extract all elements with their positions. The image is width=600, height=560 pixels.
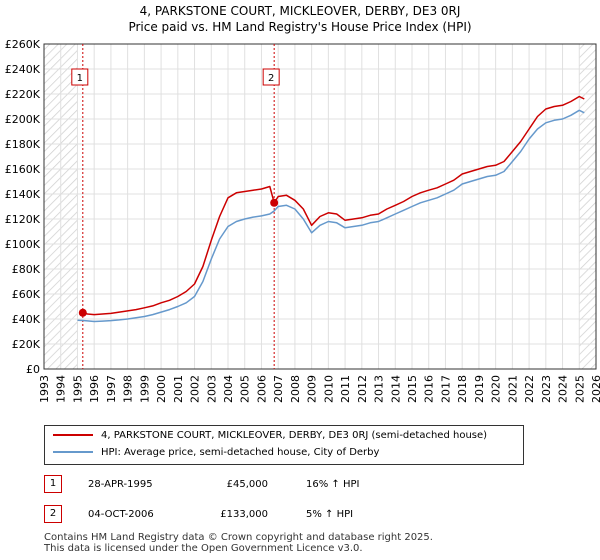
y-tick-label: £140K <box>5 188 41 201</box>
x-tick-label: 2018 <box>456 375 469 403</box>
y-tick-label: £40K <box>12 313 41 326</box>
x-tick-label: 2003 <box>205 375 218 403</box>
sale-date: 04-OCT-2006 <box>88 509 154 520</box>
x-tick-label: 2023 <box>540 375 553 403</box>
x-tick-label: 2005 <box>239 375 252 403</box>
x-tick-label: 2015 <box>406 375 419 403</box>
x-tick-label: 2022 <box>523 375 536 403</box>
sale-price: £45,000 <box>226 479 268 490</box>
sale-point <box>270 198 279 207</box>
x-tick-label: 1998 <box>122 375 135 403</box>
x-tick-label: 2024 <box>557 375 570 403</box>
plot-frame <box>43 43 597 370</box>
x-tick-label: 2025 <box>573 375 586 403</box>
x-tick-label: 2000 <box>155 375 168 403</box>
sale-hpi-diff: 5% ↑ HPI <box>306 509 354 520</box>
y-tick-label: £240K <box>5 63 41 76</box>
y-tick-label: £20K <box>12 338 41 351</box>
hatched-region <box>579 44 596 369</box>
y-tick-label: £80K <box>12 263 41 276</box>
legend-label-property: 4, PARKSTONE COURT, MICKLEOVER, DERBY, D… <box>101 430 488 441</box>
sale-row-2: 2 04-OCT-2006 £133,000 5% ↑ HPI <box>44 505 444 523</box>
x-tick-label: 2026 <box>590 375 600 403</box>
footer-line2: This data is licensed under the Open Gov… <box>44 543 363 554</box>
sale-badge-label: 2 <box>268 73 274 84</box>
x-tick-label: 2009 <box>306 375 319 403</box>
chart-title-line2: Price paid vs. HM Land Registry's House … <box>128 20 472 34</box>
series-line <box>82 95 585 316</box>
legend-label-hpi: HPI: Average price, semi-detached house,… <box>101 447 380 458</box>
x-tick-label: 2016 <box>423 375 436 403</box>
x-tick-label: 2013 <box>373 375 386 403</box>
x-tick-label: 1997 <box>105 375 118 403</box>
x-tick-label: 2019 <box>473 375 486 403</box>
footer: Contains HM Land Registry data © Crown c… <box>44 532 433 554</box>
sale-badge: 2 <box>44 505 62 523</box>
x-tick-label: 2020 <box>490 375 503 403</box>
sale-row-1: 1 28-APR-1995 £45,000 16% ↑ HPI <box>44 475 444 493</box>
x-tick-label: 2002 <box>189 375 202 403</box>
y-tick-label: £120K <box>5 213 41 226</box>
x-tick-label: 1994 <box>55 375 68 403</box>
x-tick-label: 2017 <box>439 375 452 403</box>
sale-date: 28-APR-1995 <box>88 479 153 490</box>
y-tick-label: £220K <box>5 88 41 101</box>
x-tick-label: 2011 <box>339 375 352 403</box>
legend-item-property: 4, PARKSTONE COURT, MICKLEOVER, DERBY, D… <box>53 428 487 444</box>
legend-item-hpi: HPI: Average price, semi-detached house,… <box>53 445 379 461</box>
y-tick-label: £0 <box>26 363 40 376</box>
x-tick-label: 1996 <box>88 375 101 403</box>
price-chart: £0 £20K £40K £60K £80K £100K £120K £140K £160K £1… <box>5 38 600 403</box>
sale-badge-box <box>262 68 280 86</box>
sale-point <box>78 308 87 317</box>
y-tick-label: £100K <box>5 238 41 251</box>
x-tick-label: 1999 <box>138 375 151 403</box>
y-tick-label: £60K <box>12 288 41 301</box>
sale-badge: 1 <box>44 475 62 493</box>
x-tick-label: 1993 <box>38 375 51 403</box>
x-tick-label: 2012 <box>356 375 369 403</box>
sale-price: £133,000 <box>220 509 268 520</box>
x-tick-label: 2008 <box>289 375 302 403</box>
footer-line1: Contains HM Land Registry data © Crown c… <box>44 532 433 543</box>
sale-badge-label: 1 <box>77 73 83 84</box>
y-tick-label: £160K <box>5 163 41 176</box>
x-tick-label: 2010 <box>322 375 335 403</box>
x-tick-label: 2021 <box>506 375 519 403</box>
sale-hpi-diff: 16% ↑ HPI <box>306 479 360 490</box>
sale-badge-box <box>71 68 89 86</box>
chart-title-line1: 4, PARKSTONE COURT, MICKLEOVER, DERBY, D… <box>139 4 461 18</box>
series-line <box>77 109 585 323</box>
legend-swatch-property <box>53 434 93 436</box>
legend-swatch-hpi <box>53 451 93 453</box>
x-tick-label: 2007 <box>272 375 285 403</box>
x-tick-label: 2004 <box>222 375 235 403</box>
x-tick-label: 2006 <box>255 375 268 403</box>
y-tick-label: £180K <box>5 138 41 151</box>
x-tick-label: 2014 <box>389 375 402 403</box>
x-tick-label: 1995 <box>71 375 84 403</box>
y-tick-label: £200K <box>5 113 41 126</box>
y-tick-label: £260K <box>5 38 41 51</box>
legend: 4, PARKSTONE COURT, MICKLEOVER, DERBY, D… <box>44 425 524 465</box>
x-tick-label: 2001 <box>172 375 185 403</box>
